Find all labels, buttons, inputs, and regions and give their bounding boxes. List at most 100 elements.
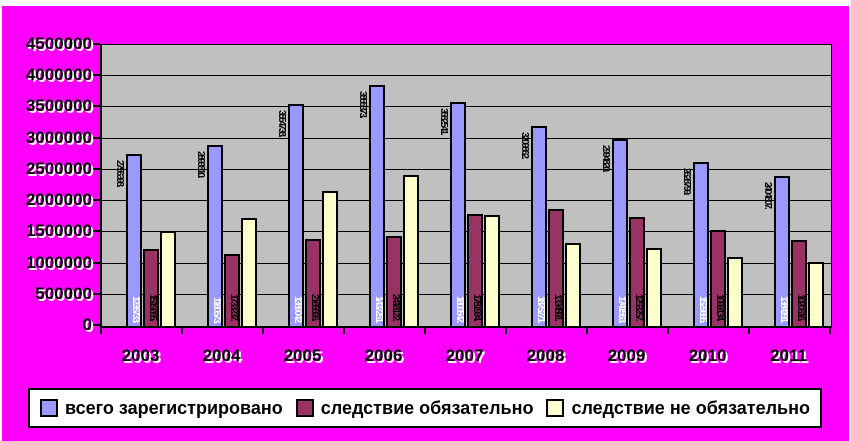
x-axis-tick <box>586 327 588 334</box>
bar-investigation-not-mandatory <box>160 231 176 326</box>
bar-value-label-total: 2628799. <box>681 168 692 194</box>
y-axis-label: 0 <box>82 315 92 334</box>
bar-value-label-investigation-not-mandatory: 2165696. <box>309 294 320 320</box>
y-axis-label: 1000000 <box>25 252 92 272</box>
x-axis-label: 2010 <box>688 346 727 365</box>
bar-investigation-mandatory <box>467 214 483 326</box>
y-axis-label: 3000000 <box>25 127 92 147</box>
bar-value-label-total: 3554738. <box>276 110 287 136</box>
bar-value-label-total: 2756398. <box>114 160 125 186</box>
gridline <box>102 200 831 202</box>
bar-value-label-investigation-mandatory: 1741563. <box>616 296 627 322</box>
bar-value-label-investigation-not-mandatory: 1733237. <box>228 294 239 320</box>
bar-total <box>531 126 547 326</box>
y-axis-tick <box>92 74 100 77</box>
x-axis-tick <box>748 327 750 334</box>
y-axis-label: 4000000 <box>25 65 92 85</box>
y-axis-label: 2000000 <box>25 190 92 210</box>
x-axis-tick <box>262 327 264 334</box>
bar-total <box>369 85 385 326</box>
y-axis-tick <box>92 43 100 45</box>
legend-label-investigation-mandatory: следствие обязательно <box>320 397 534 418</box>
bar-total <box>288 104 304 326</box>
x-axis-label: 2005 <box>283 346 322 365</box>
bar-value-label-investigation-mandatory: 1389042. <box>292 296 303 322</box>
legend-item-investigation-mandatory: следствие обязательно <box>295 397 534 419</box>
bar-investigation-mandatory <box>710 230 726 326</box>
y-axis-label: 1500000 <box>25 221 92 241</box>
bar-investigation-mandatory <box>386 236 402 326</box>
bar-investigation-not-mandatory <box>808 262 824 326</box>
gridline <box>102 293 831 295</box>
bar-value-label-investigation-mandatory: 1875271. <box>535 296 546 322</box>
y-axis-label: 3500000 <box>25 96 92 116</box>
bar-value-label-investigation-not-mandatory: 2418122. <box>390 294 401 320</box>
y-axis-tick <box>92 292 100 295</box>
bar-investigation-mandatory <box>143 249 159 326</box>
legend: всего зарегистрировано следствие обязате… <box>28 388 822 428</box>
y-axis-tick <box>92 136 100 139</box>
bar-value-label-investigation-not-mandatory: 1781994. <box>471 294 482 320</box>
y-axis-tick <box>92 324 100 326</box>
bar-investigation-not-mandatory <box>646 248 662 326</box>
gridline <box>102 137 831 139</box>
legend-item-investigation-not-mandatory: следствие не обязательно <box>546 398 810 419</box>
y-axis-tick <box>92 105 100 108</box>
bar-value-label-investigation-mandatory: 1236733. <box>130 296 141 322</box>
x-axis-label: 2007 <box>445 346 484 365</box>
bar-value-label-investigation-not-mandatory: 1519665. <box>147 294 158 320</box>
y-axis-tick <box>92 261 100 264</box>
bar-total <box>693 162 709 326</box>
y-axis-label: 4500000 <box>25 34 92 53</box>
legend-label-total: всего зарегистрировано <box>64 397 283 418</box>
gridline <box>102 106 831 108</box>
x-axis-label: 2006 <box>364 346 403 365</box>
bar-value-label-investigation-mandatory: 1384191. <box>778 296 789 322</box>
x-axis-tick <box>667 327 669 334</box>
bar-value-label-total: 2994820. <box>600 145 611 171</box>
bar-investigation-mandatory <box>629 217 645 326</box>
legend-swatch-investigation-mandatory <box>295 399 314 417</box>
bar-value-label-investigation-mandatory: 1800547. <box>454 296 465 322</box>
legend-item-total: всего зарегистрировано <box>39 397 283 419</box>
bar-value-label-total: 2404807. <box>762 182 773 208</box>
x-axis-tick <box>424 327 426 334</box>
bar-investigation-not-mandatory <box>241 218 257 326</box>
x-axis-label: 2009 <box>607 346 646 365</box>
bar-investigation-mandatory <box>791 240 807 326</box>
bar-value-label-investigation-not-mandatory: 1020616. <box>795 294 806 320</box>
y-axis-label: 2500000 <box>25 158 92 178</box>
bar-value-label-total: 3582541. <box>438 108 449 134</box>
gridline <box>102 262 831 264</box>
x-axis-tick <box>343 327 345 334</box>
bar-value-label-investigation-not-mandatory: 1253257. <box>633 294 644 320</box>
bar-total <box>612 139 628 326</box>
y-axis-tick <box>92 199 100 202</box>
bar-investigation-mandatory <box>224 254 240 326</box>
x-axis-tick <box>829 327 831 334</box>
bar-value-label-investigation-not-mandatory: 1099134. <box>714 294 725 320</box>
x-axis-label: 2004 <box>202 346 241 365</box>
bar-total <box>126 154 142 326</box>
plot-area: 2756398. 1236733. 1519665. 2893810. 1160573.… <box>100 44 832 328</box>
bar-value-label-total: 3209862. <box>519 132 530 158</box>
bar-investigation-not-mandatory <box>727 257 743 326</box>
gridline <box>102 168 831 170</box>
bar-investigation-not-mandatory <box>565 243 581 326</box>
legend-swatch-investigation-not-mandatory <box>546 399 565 417</box>
x-axis-tick <box>100 327 102 334</box>
bar-total <box>207 145 223 326</box>
x-axis-label: 2011 <box>770 346 807 365</box>
x-axis-tick <box>181 327 183 334</box>
gridline <box>102 75 831 77</box>
bar-investigation-not-mandatory <box>322 191 338 326</box>
gridline <box>102 231 831 233</box>
bar-value-label-investigation-mandatory: 1529665. <box>697 296 708 322</box>
bar-investigation-mandatory <box>548 209 564 326</box>
bar-value-label-total: 3855373. <box>357 91 368 117</box>
y-axis-tick <box>92 230 100 233</box>
bar-value-label-investigation-mandatory: 1160573. <box>211 296 222 322</box>
x-axis-label: 2008 <box>526 346 565 365</box>
bar-investigation-not-mandatory <box>403 175 419 326</box>
